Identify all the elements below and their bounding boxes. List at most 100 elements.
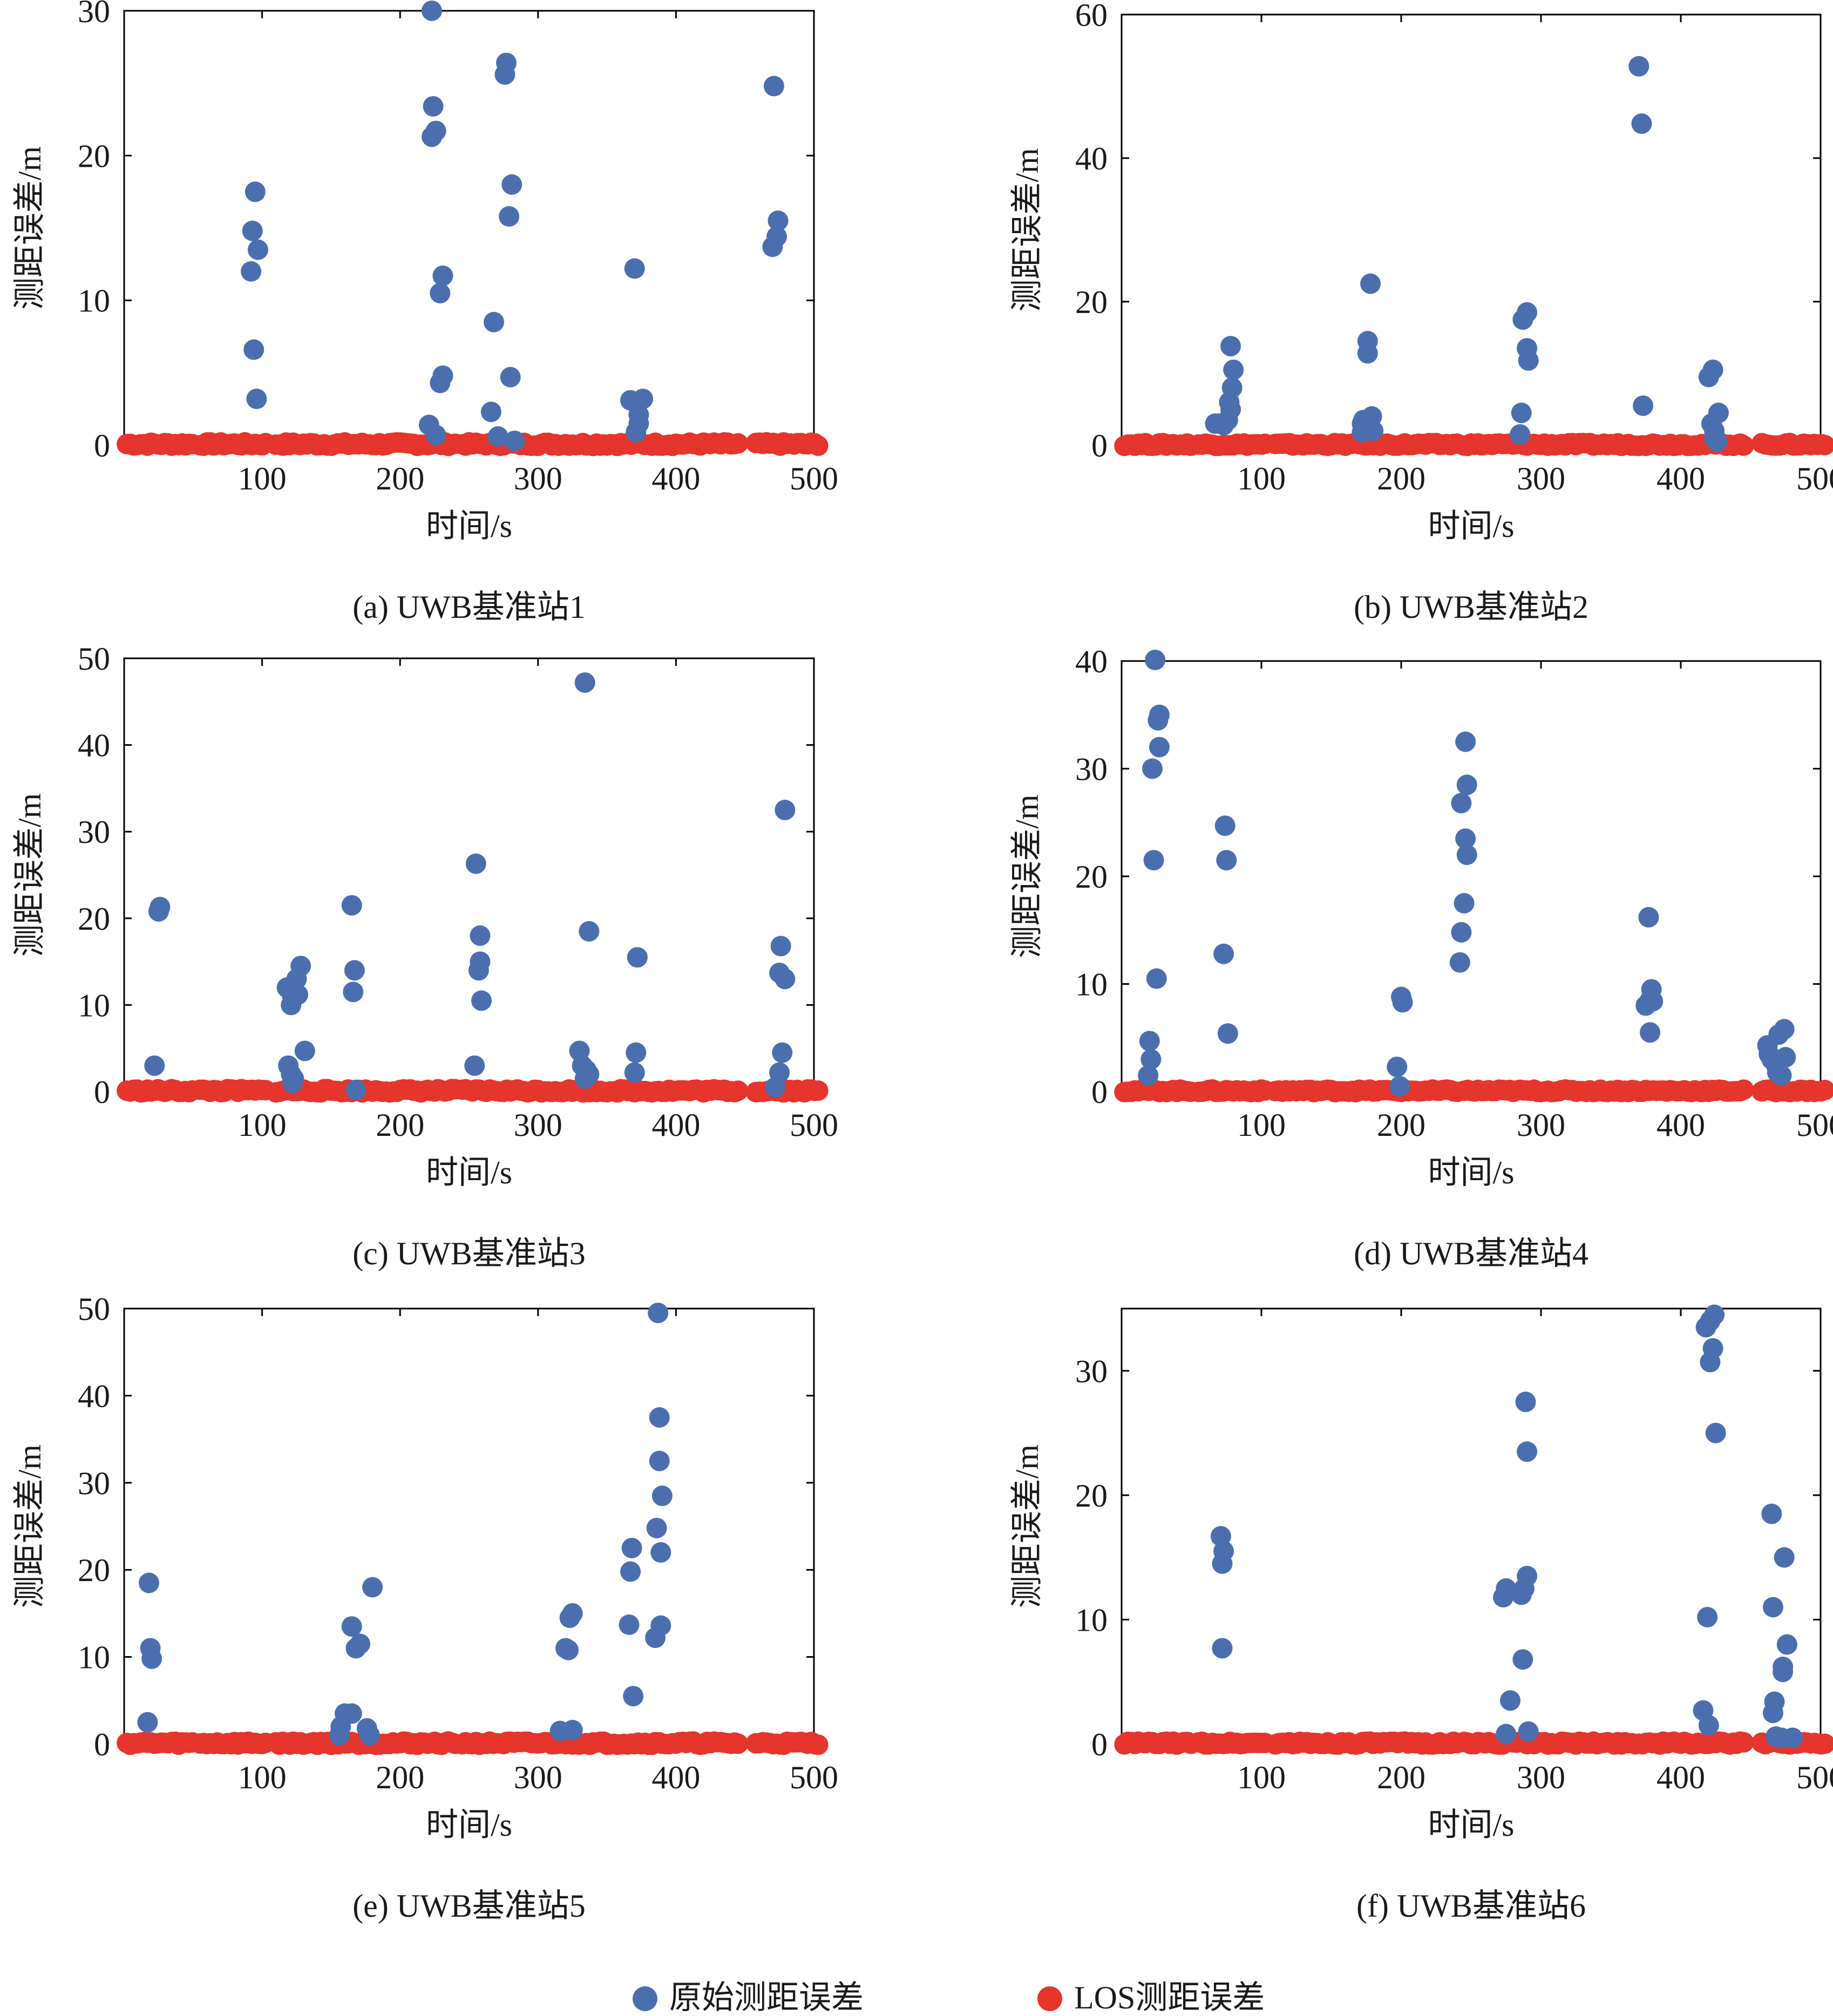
raw-point: [480, 401, 501, 423]
panel-caption: (c) UWB基准站3: [352, 1236, 586, 1271]
los-point: [807, 1734, 829, 1755]
x-tick-label: 500: [790, 1107, 838, 1143]
y-tick-label: 20: [1075, 1478, 1108, 1514]
x-axis-label: 时间/s: [1428, 508, 1514, 544]
raw-point: [1220, 336, 1241, 357]
raw-point: [1702, 359, 1723, 380]
plot-frame: [123, 657, 815, 1093]
raw-point: [1143, 850, 1164, 871]
y-tick-label: 20: [78, 1552, 110, 1588]
raw-point: [1149, 737, 1170, 758]
x-tick-label: 400: [651, 461, 700, 496]
x-tick-label: 200: [1377, 461, 1425, 496]
chart-panel-3: 0 10 20 30 40 50 100 200 300 400 500 时间/s 测距误差/m (c) …: [12, 641, 838, 1271]
y-tick-label: 0: [1091, 428, 1108, 464]
x-tick-label: 300: [514, 1107, 562, 1143]
raw-point: [1213, 943, 1234, 964]
raw-point: [646, 1517, 667, 1538]
y-tick-label: 0: [1091, 1074, 1108, 1110]
raw-point: [558, 1639, 579, 1660]
x-axis-label: 时间/s: [426, 508, 512, 544]
raw-point: [1517, 1565, 1538, 1586]
x-tick-label: 100: [1237, 461, 1286, 496]
raw-point: [1357, 343, 1378, 364]
y-tick-label: 20: [1075, 859, 1108, 895]
raw-point: [1146, 968, 1167, 989]
los-point: [1814, 1080, 1833, 1101]
x-tick-label: 100: [238, 1760, 287, 1795]
x-axis-label: 时间/s: [426, 1807, 512, 1843]
chart-panel-1: 0 10 20 30 100 200 300 400 500 时间/s 测距误差/m (a) UWB基…: [12, 0, 838, 625]
x-tick-label: 300: [514, 461, 562, 496]
los-point: [1814, 1733, 1833, 1754]
y-axis-label: 测距误差/m: [1009, 1445, 1045, 1608]
raw-point: [1638, 907, 1659, 928]
raw-point: [1698, 1715, 1719, 1736]
raw-point: [504, 430, 525, 451]
x-axis-label: 时间/s: [1428, 1155, 1514, 1190]
raw-point: [1640, 1022, 1661, 1043]
raw-point: [1145, 650, 1166, 671]
plot-frame: [123, 10, 815, 446]
los-point: [807, 1080, 829, 1101]
raw-point: [246, 389, 267, 410]
series-raw: [241, 1, 789, 451]
raw-point: [1493, 1586, 1514, 1608]
raw-point: [344, 960, 365, 981]
raw-point: [1456, 844, 1477, 866]
x-tick-label: 100: [1237, 1760, 1286, 1795]
raw-point: [562, 1720, 583, 1741]
legend-marker-raw: [633, 1986, 657, 2011]
series-los: [117, 1079, 829, 1103]
x-tick-label: 200: [1377, 1107, 1425, 1143]
y-tick-label: 10: [78, 987, 110, 1023]
x-tick-label: 500: [1796, 461, 1833, 496]
x-tick-label: 400: [651, 1760, 700, 1795]
raw-point: [1389, 1076, 1410, 1097]
raw-point: [1352, 422, 1373, 443]
raw-point: [1451, 793, 1472, 814]
raw-point: [345, 1079, 366, 1100]
raw-point: [500, 366, 521, 387]
raw-point: [470, 925, 491, 946]
raw-point: [1217, 410, 1238, 431]
raw-point: [421, 126, 442, 147]
raw-point: [1704, 1304, 1725, 1325]
raw-point: [471, 990, 492, 1011]
raw-point: [621, 1537, 642, 1558]
raw-point: [770, 936, 791, 957]
raw-point: [650, 1615, 671, 1636]
raw-point: [626, 1042, 647, 1063]
raw-point: [775, 969, 796, 990]
series-raw: [1138, 650, 1796, 1097]
raw-point: [574, 672, 595, 693]
los-point: [1733, 1732, 1754, 1753]
raw-point: [1774, 1019, 1795, 1040]
raw-point: [1217, 1023, 1238, 1044]
raw-point: [139, 1572, 160, 1593]
chart-panel-2: 0 20 40 60 100 200 300 400 500 时间/s 测距误差/m (b) UWB基…: [1009, 0, 1833, 625]
y-tick-label: 50: [78, 641, 110, 677]
raw-point: [1635, 995, 1657, 1016]
legend-marker-los: [1037, 1986, 1062, 2011]
raw-point: [1775, 1047, 1796, 1068]
chart-panel-5: 0 10 20 30 40 50 100 200 300 400 500 时间/s 测距误差/m (e) …: [12, 1291, 838, 1924]
raw-point: [1148, 710, 1169, 731]
x-tick-label: 200: [376, 461, 424, 496]
raw-point: [1512, 1649, 1533, 1670]
raw-point: [1140, 1049, 1162, 1070]
raw-point: [775, 800, 796, 821]
panel-caption: (d) UWB基准站4: [1354, 1236, 1588, 1271]
raw-point: [1360, 273, 1381, 294]
raw-point: [1774, 1547, 1795, 1568]
raw-point: [465, 853, 486, 874]
raw-point: [243, 339, 264, 360]
los-point: [728, 1733, 749, 1754]
raw-point: [619, 1614, 640, 1635]
raw-point: [1139, 1031, 1160, 1052]
series-raw: [137, 1303, 673, 1746]
y-tick-label: 40: [78, 728, 110, 764]
raw-point: [1697, 1606, 1718, 1627]
x-axis-label: 时间/s: [426, 1155, 512, 1190]
